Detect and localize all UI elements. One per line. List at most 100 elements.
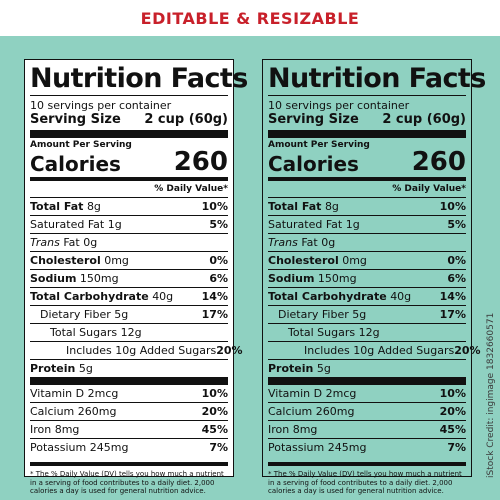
nutrient-label: Protein — [30, 362, 76, 375]
footnote: * The % Daily Value (DV) tells you how m… — [30, 462, 228, 496]
serving-size-value: 2 cup (60g) — [382, 112, 466, 127]
nutrient-amount: 0mg — [104, 254, 129, 267]
nutrient-pct: 20% — [201, 405, 228, 418]
nutrient-row-trans-fat: Trans Fat 0g — [30, 233, 228, 251]
nutrient-label: Calcium 260mg — [268, 405, 355, 418]
nutrient-row-calcium: Calcium 260mg 20% — [30, 402, 228, 420]
nutrient-label: Includes 10g Added Sugars — [304, 344, 455, 357]
nutrient-row-cholesterol: Cholesterol 0mg 0% — [268, 251, 466, 269]
nutrient-label: Saturated Fat 1g — [30, 218, 122, 231]
nutrient-amount: Fat 0g — [301, 236, 336, 249]
nutrient-label: Total Carbohydrate — [268, 290, 387, 303]
stock-image-id: iStock Credit: ingimage 1832660571 — [486, 312, 496, 478]
nutrient-label: Vitamin D 2mcg — [30, 387, 119, 400]
thick-divider — [30, 377, 228, 385]
daily-value-header: % Daily Value* — [30, 177, 228, 197]
calories-row: Calories 260 — [30, 149, 228, 177]
nutrient-row-vitamin-d: Vitamin D 2mcg 10% — [268, 385, 466, 402]
nutrient-row-calcium: Calcium 260mg 20% — [268, 402, 466, 420]
nutrient-row-total-carb: Total Carbohydrate 40g 14% — [30, 287, 228, 305]
nutrient-row-added-sugars: Includes 10g Added Sugars 20% — [268, 341, 481, 359]
nutrient-label: Potassium 245mg — [268, 441, 367, 454]
serving-size-value: 2 cup (60g) — [144, 112, 228, 127]
amount-per-serving: Amount Per Serving — [268, 140, 370, 150]
nutrition-label-teal: Nutrition Facts 10 servings per containe… — [262, 59, 486, 495]
nutrient-amount: 8g — [324, 200, 339, 213]
footnote-text: * The % Daily Value (DV) tells you how m… — [268, 470, 462, 496]
nutrient-amount: 8g — [86, 200, 101, 213]
nutrient-row-total-sugars: Total Sugars 12g — [30, 323, 228, 341]
nutrient-label: Calcium 260mg — [30, 405, 117, 418]
nutrient-row-saturated-fat: Saturated Fat 1g 5% — [30, 215, 228, 233]
label-title: Nutrition Facts — [268, 63, 486, 94]
nutrient-pct: 10% — [439, 200, 466, 213]
calories-row: Calories 260 — [268, 149, 466, 177]
nutrient-pct: 10% — [201, 387, 228, 400]
footnote-text: * The % Daily Value (DV) tells you how m… — [30, 470, 224, 496]
nutrient-label: Total Fat — [30, 200, 84, 213]
nutrient-amount: 0mg — [342, 254, 367, 267]
serving-size-label: Serving Size — [268, 112, 359, 127]
nutrient-label: Dietary Fiber 5g — [278, 308, 367, 321]
nutrient-label: Iron 8mg — [30, 423, 80, 436]
footnote: * The % Daily Value (DV) tells you how m… — [268, 462, 466, 496]
nutrient-label: Vitamin D 2mcg — [268, 387, 357, 400]
nutrient-label: Total Sugars 12g — [288, 326, 380, 339]
nutrient-amount: 40g — [390, 290, 412, 303]
nutrient-row-sodium: Sodium 150mg 6% — [268, 269, 466, 287]
nutrient-pct: 17% — [201, 308, 228, 321]
daily-value-header: % Daily Value* — [268, 177, 466, 197]
nutrient-pct: 6% — [447, 272, 466, 285]
thick-divider — [268, 377, 466, 385]
serving-size-row: Serving Size 2 cup (60g) — [268, 112, 466, 130]
nutrient-pct: 0% — [209, 254, 228, 267]
nutrient-label: Protein — [268, 362, 314, 375]
nutrient-pct: 6% — [209, 272, 228, 285]
nutrient-label: Total Carbohydrate — [30, 290, 149, 303]
nutrient-amount: 40g — [152, 290, 174, 303]
divider — [268, 95, 466, 96]
nutrient-amount: 5g — [78, 362, 93, 375]
nutrient-row-protein: Protein 5g — [268, 359, 466, 377]
nutrient-label: Potassium 245mg — [30, 441, 129, 454]
nutrient-row-total-carb: Total Carbohydrate 40g 14% — [268, 287, 466, 305]
nutrient-label: Trans — [30, 236, 60, 249]
nutrient-pct: 5% — [447, 218, 466, 231]
nutrient-row-trans-fat: Trans Fat 0g — [268, 233, 466, 251]
nutrient-pct: 10% — [439, 387, 466, 400]
thick-divider — [268, 130, 466, 138]
nutrient-pct: 45% — [439, 423, 466, 436]
nutrient-amount: Fat 0g — [63, 236, 98, 249]
servings-per-container: 10 servings per container — [268, 99, 410, 112]
nutrient-label: Iron 8mg — [268, 423, 318, 436]
nutrient-row-potassium: Potassium 245mg 7% — [30, 438, 228, 456]
thick-divider — [30, 130, 228, 138]
nutrient-row-cholesterol: Cholesterol 0mg 0% — [30, 251, 228, 269]
calories-label: Calories — [30, 152, 121, 176]
nutrient-label: Cholesterol — [30, 254, 101, 267]
nutrient-label: Cholesterol — [268, 254, 339, 267]
nutrition-label-white: Nutrition Facts 10 servings per containe… — [24, 59, 248, 495]
servings-per-container: 10 servings per container — [30, 99, 172, 112]
nutrient-row-saturated-fat: Saturated Fat 1g 5% — [268, 215, 466, 233]
nutrient-label: Dietary Fiber 5g — [40, 308, 129, 321]
nutrient-label: Includes 10g Added Sugars — [66, 344, 217, 357]
nutrient-row-protein: Protein 5g — [30, 359, 228, 377]
nutrient-amount: 150mg — [317, 272, 357, 285]
nutrient-label: Sodium — [268, 272, 315, 285]
header-banner: EDITABLE & RESIZABLE — [0, 0, 500, 36]
nutrient-pct: 45% — [201, 423, 228, 436]
nutrient-label: Saturated Fat 1g — [268, 218, 360, 231]
serving-size-row: Serving Size 2 cup (60g) — [30, 112, 228, 130]
nutrient-row-vitamin-d: Vitamin D 2mcg 10% — [30, 385, 228, 402]
nutrient-row-dietary-fiber: Dietary Fiber 5g 17% — [268, 305, 466, 323]
nutrient-row-dietary-fiber: Dietary Fiber 5g 17% — [30, 305, 228, 323]
nutrient-pct: 14% — [439, 290, 466, 303]
nutrient-row-total-fat: Total Fat 8g 10% — [268, 197, 466, 215]
nutrient-label: Total Fat — [268, 200, 322, 213]
nutrient-row-total-sugars: Total Sugars 12g — [268, 323, 466, 341]
nutrient-row-total-fat: Total Fat 8g 10% — [30, 197, 228, 215]
nutrient-pct: 20% — [216, 344, 243, 357]
nutrient-label: Total Sugars 12g — [50, 326, 142, 339]
amount-per-serving: Amount Per Serving — [30, 140, 132, 150]
